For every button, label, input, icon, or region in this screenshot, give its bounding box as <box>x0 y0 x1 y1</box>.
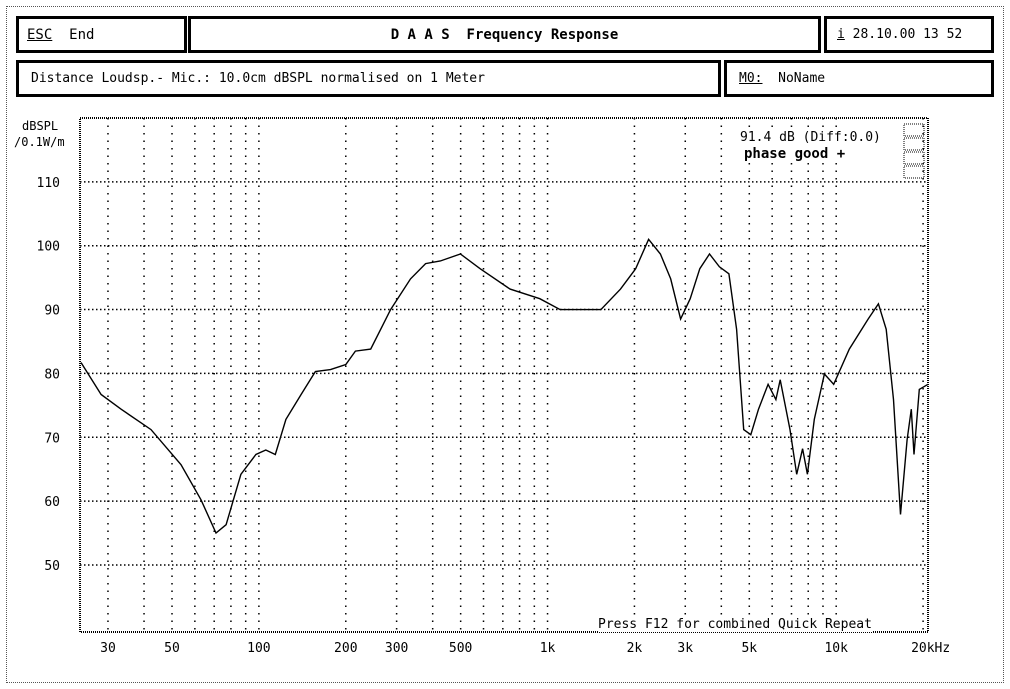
x-tick-label: 50 <box>164 641 180 656</box>
measurement-description: Distance Loudsp.- Mic.: 10.0cm dBSPL nor… <box>31 71 485 86</box>
legend-swatch <box>903 137 925 151</box>
x-tick-label: 30 <box>100 641 116 656</box>
x-tick-label: 10k <box>824 641 848 656</box>
y-axis-label: dBSPL /0.1W/m <box>14 118 65 150</box>
y-tick-label: 50 <box>44 559 60 574</box>
datetime: 28.10.00 13 52 <box>852 27 963 42</box>
esc-key: ESC <box>27 26 53 43</box>
memory-name: NoName <box>778 71 826 86</box>
y-tick-label: 60 <box>44 495 60 510</box>
esc-label: End <box>69 26 95 43</box>
level-readout: 91.4 dB (Diff:0.0) <box>740 130 881 145</box>
memory-key: M0: <box>739 71 763 86</box>
title-bar: D A A S Frequency Response <box>188 16 821 53</box>
y-tick-label: 80 <box>44 367 60 382</box>
page-title: D A A S Frequency Response <box>390 26 619 43</box>
x-tick-label: 3k <box>677 641 693 656</box>
legend-swatch <box>903 151 925 165</box>
window-frame <box>6 6 1004 683</box>
legend-swatch <box>903 123 925 137</box>
x-tick-label: 2k <box>627 641 643 656</box>
y-tick-label: 100 <box>37 240 60 255</box>
plot-area <box>79 117 929 633</box>
info-button[interactable]: i 28.10.00 13 52 <box>824 16 994 53</box>
x-tick-label: 500 <box>449 641 472 656</box>
y-tick-label: 70 <box>44 431 60 446</box>
legend-swatch <box>903 165 925 179</box>
phase-status: phase good + <box>744 146 846 162</box>
frequency-response-line <box>80 237 929 535</box>
y-axis-label-reference: /0.1W/m <box>14 135 65 149</box>
x-tick-label: 5k <box>741 641 757 656</box>
x-tick-label: 1k <box>540 641 556 656</box>
memory-slot[interactable]: M0: NoName <box>724 60 994 97</box>
x-tick-label: 300 <box>385 641 408 656</box>
x-tick-label: 200 <box>334 641 357 656</box>
esc-end-button[interactable]: ESC End <box>16 16 187 53</box>
footer-hint: Press F12 for combined Quick Repeat <box>598 617 872 632</box>
x-tick-label: 100 <box>247 641 270 656</box>
x-tick-label: 20kHz <box>911 641 950 656</box>
y-axis-label-unit: dBSPL <box>22 119 59 133</box>
measurement-info: Distance Loudsp.- Mic.: 10.0cm dBSPL nor… <box>16 60 721 97</box>
info-key: i <box>837 27 845 42</box>
y-tick-label: 90 <box>44 304 60 319</box>
y-tick-label: 110 <box>37 176 60 191</box>
